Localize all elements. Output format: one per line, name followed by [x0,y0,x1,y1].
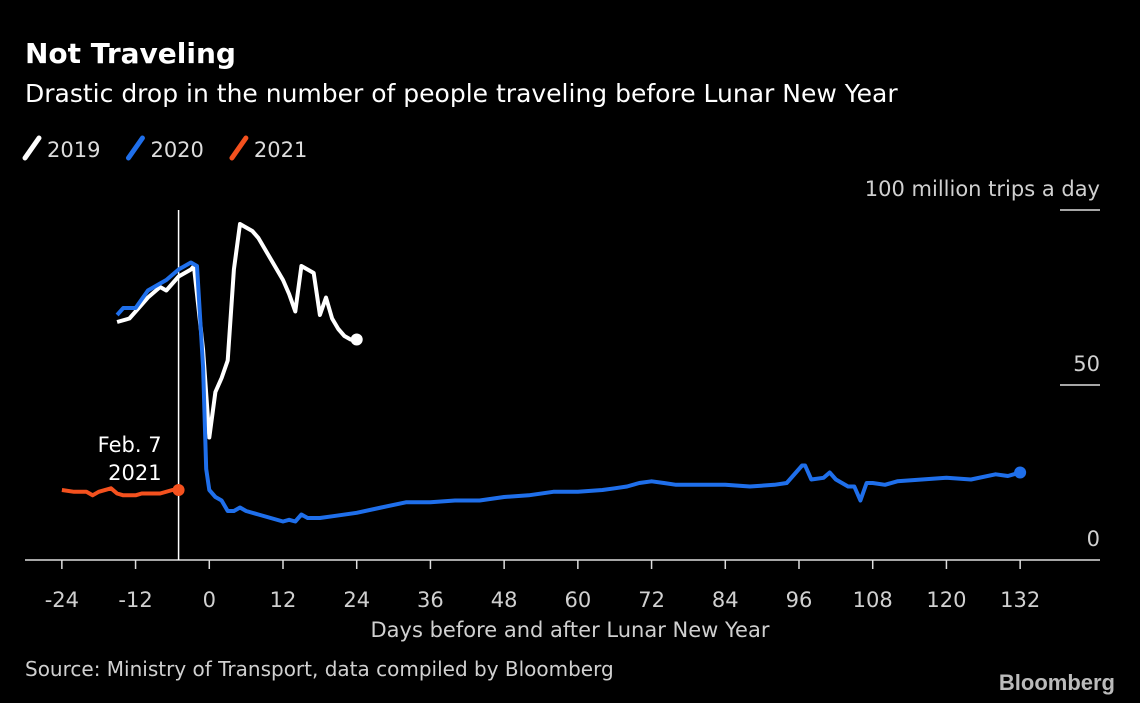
x-tick-label: 36 [417,588,444,612]
source: Source: Ministry of Transport, data comp… [25,657,614,681]
chart-subtitle: Drastic drop in the number of people tra… [25,79,898,108]
x-tick-label: 96 [786,588,813,612]
annotation-text: 2021 [108,461,161,485]
y-tick-label: 0 [1087,527,1100,551]
x-tick-label: 84 [712,588,739,612]
x-tick-label: 132 [1000,588,1040,612]
x-tick-label: 48 [491,588,518,612]
x-tick-label: 120 [926,588,966,612]
legend-label: 2019 [47,138,100,162]
legend-swatch [229,135,249,161]
y-tick-label: 100 million trips a day [865,177,1100,201]
end-dot [350,333,363,346]
legend-swatch [22,135,42,161]
end-dot [1014,466,1027,479]
line-2019 [116,222,357,440]
y-tick-label: 50 [1073,352,1100,376]
annotation-text: Feb. 7 [98,433,162,457]
x-tick-label: 60 [564,588,591,612]
x-tick-label: 12 [270,588,297,612]
x-tick-label: 108 [853,588,893,612]
line-2021 [61,486,179,498]
end-dot [172,484,185,496]
x-tick-label: -12 [118,588,152,612]
x-tick-label: -24 [45,588,79,612]
x-tick-label: 0 [203,588,216,612]
x-tick-label: 72 [638,588,665,612]
x-axis-label: Days before and after Lunar New Year [371,618,770,642]
line-2020 [115,260,1021,524]
legend-swatch [125,135,145,161]
chart-title: Not Traveling [25,37,236,70]
x-tick-label: 24 [343,588,370,612]
brand: Bloomberg [999,670,1115,695]
legend-label: 2021 [254,138,307,162]
legend-label: 2020 [150,138,203,162]
